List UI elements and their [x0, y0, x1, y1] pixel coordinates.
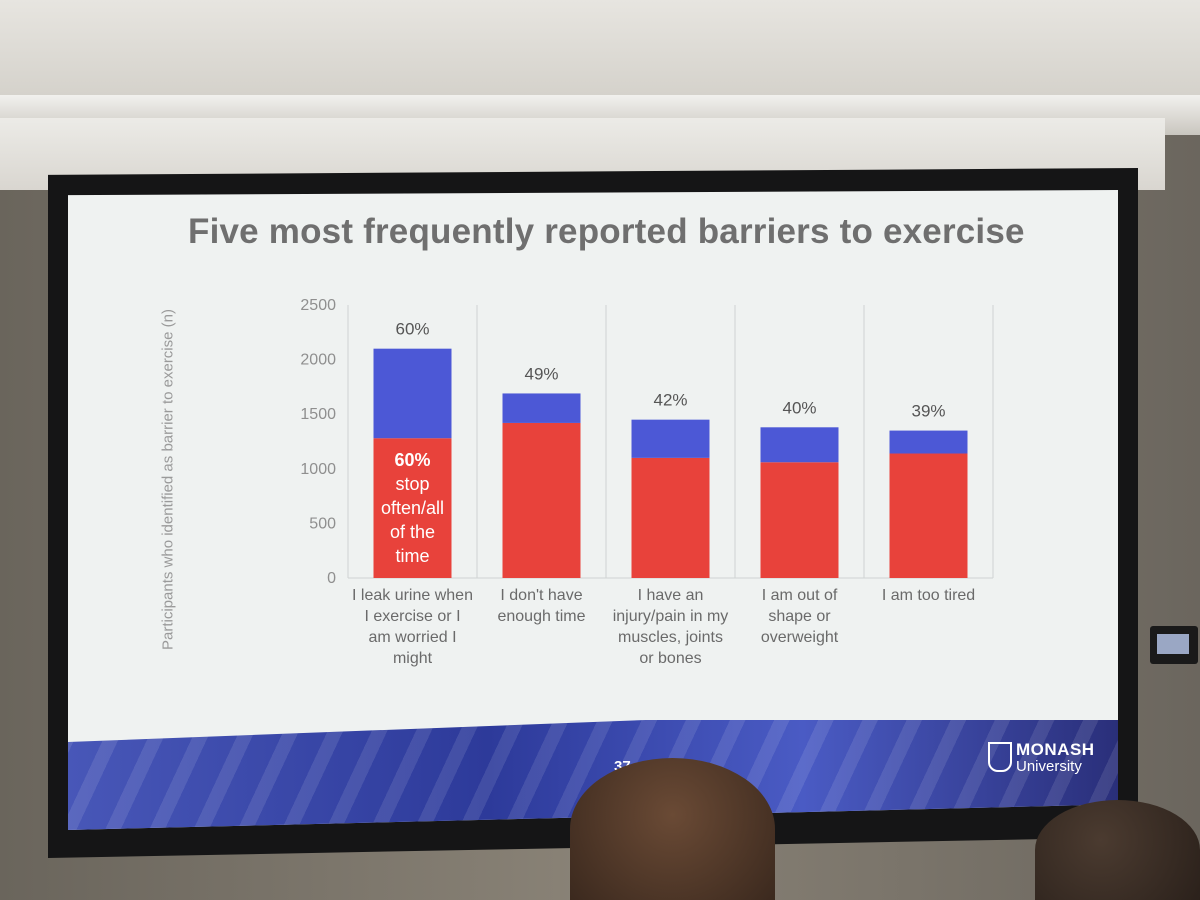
bar-segment-remainder: [631, 419, 710, 458]
category-label-line: shape or: [768, 608, 831, 625]
y-tick-label: 500: [309, 515, 336, 532]
bar-segment-stop: [502, 422, 581, 578]
inner-annotation-line: 60%: [394, 450, 430, 470]
bar-percent-label: 42%: [653, 391, 687, 410]
category-label-line: I am too tired: [882, 587, 975, 604]
y-tick-label: 0: [327, 570, 336, 587]
slide: Five most frequently reported barriers t…: [68, 190, 1118, 830]
category-label-line: I have an: [638, 587, 704, 604]
y-tick-label: 1000: [300, 461, 336, 478]
bar-chart: 0 500 1000 1500 2000 2500 60% I leak urine when…: [300, 297, 994, 667]
inner-annotation-line: of the: [390, 522, 435, 542]
bar-segment-remainder: [502, 393, 581, 423]
category-label-line: I am out of: [762, 587, 838, 604]
category-label-line: overweight: [761, 629, 839, 646]
y-tick-label: 2000: [300, 352, 336, 369]
bar-percent-label: 39%: [911, 402, 945, 421]
bar-segment-stop: [760, 462, 839, 578]
category-label-line: I exercise or I: [364, 608, 460, 625]
bar-percent-label: 40%: [782, 398, 816, 417]
audience-head-left: [570, 758, 775, 900]
ceiling: [0, 0, 1200, 110]
bar-segment-stop: [631, 457, 710, 578]
y-tick-label: 2500: [300, 297, 336, 314]
logo-sub: University: [1016, 758, 1082, 775]
slide-title: Five most frequently reported barriers t…: [188, 212, 1025, 251]
category-label-line: or bones: [639, 650, 701, 667]
inner-annotation-line: often/all: [381, 498, 444, 518]
bar-percent-label: 49%: [524, 364, 558, 383]
wall-control-panel: [1150, 626, 1198, 664]
monash-logo: MONASH University: [988, 738, 1118, 778]
bar-segment-remainder: [889, 430, 968, 454]
bar-percent-label: 60%: [395, 320, 429, 339]
category-label-line: injury/pain in my: [613, 608, 729, 625]
category-label-line: enough time: [497, 608, 585, 625]
bar-segment-remainder: [760, 427, 839, 463]
category-label-line: I leak urine when: [352, 587, 473, 604]
category-label-line: muscles, joints: [618, 629, 723, 646]
category-label-line: I don't have: [500, 587, 582, 604]
crest-icon: [988, 742, 1012, 772]
bar-segment-stop: [889, 453, 968, 578]
logo-name: MONASH: [1016, 740, 1095, 759]
category-label-line: am worried I: [368, 629, 456, 646]
bar-segment-stop: [373, 438, 452, 578]
inner-annotation-line: stop: [395, 474, 429, 494]
bar-segment-remainder: [373, 348, 452, 439]
audience-head-right: [1035, 800, 1200, 900]
inner-annotation-line: time: [395, 546, 429, 566]
y-tick-label: 1500: [300, 406, 336, 423]
category-label-line: might: [393, 650, 433, 667]
